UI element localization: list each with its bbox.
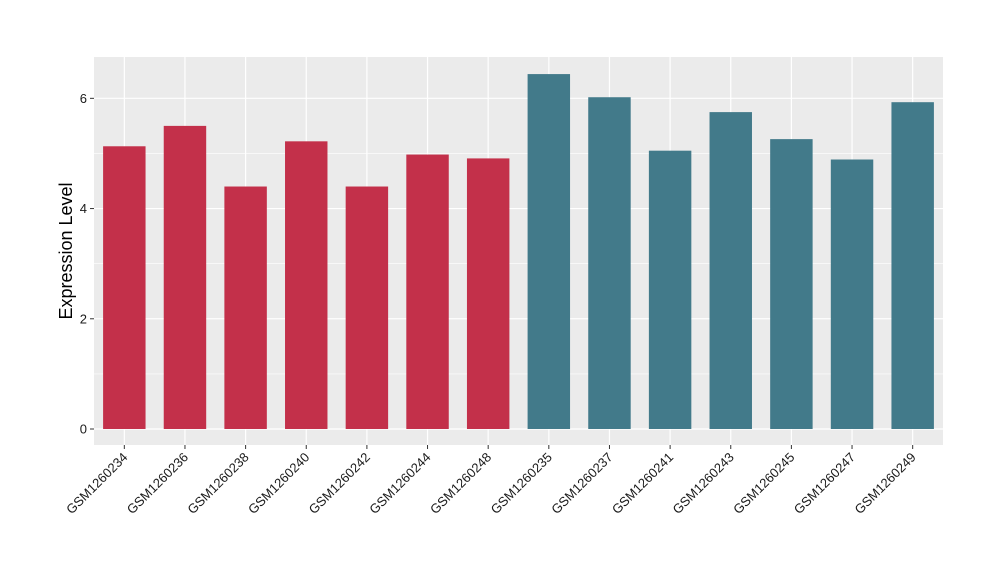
y-axis-title: Expression Level: [56, 182, 76, 319]
x-tick-label: GSM1260237: [548, 450, 615, 517]
bars: [103, 74, 934, 430]
y-tick-label: 4: [80, 201, 87, 216]
y-tick-label: 6: [80, 91, 87, 106]
x-tick-label: GSM1260247: [791, 450, 858, 517]
bar-gsm1260237: [588, 97, 631, 429]
bar-gsm1260241: [648, 150, 692, 429]
bar-gsm1260234: [103, 146, 146, 429]
bar-gsm1260242: [345, 186, 389, 429]
x-tick-label: GSM1260235: [488, 450, 555, 517]
bar-gsm1260236: [163, 125, 207, 429]
x-tick-label: GSM1260234: [63, 450, 130, 517]
bar-gsm1260245: [770, 139, 813, 430]
bar-gsm1260243: [709, 112, 752, 429]
bar-gsm1260249: [891, 102, 934, 430]
x-tick-label: GSM1260236: [124, 450, 191, 517]
x-tick-label: GSM1260238: [184, 450, 251, 517]
plot-panel: [94, 57, 943, 445]
x-tick-label: GSM1260248: [427, 450, 494, 517]
bar-gsm1260248: [466, 158, 510, 429]
y-tick-label: 0: [80, 422, 87, 437]
bar-gsm1260235: [527, 74, 571, 429]
bar-gsm1260240: [285, 141, 328, 429]
y-tick-label: 2: [80, 311, 87, 326]
x-tick-label: GSM1260240: [245, 450, 312, 517]
x-tick-label: GSM1260245: [730, 450, 797, 517]
x-tick-label: GSM1260242: [306, 450, 373, 517]
x-tick-label: GSM1260243: [670, 450, 737, 517]
y-axis: 0 2 4 6: [80, 91, 94, 437]
x-tick-label: GSM1260244: [366, 450, 433, 517]
x-tick-label: GSM1260249: [851, 450, 918, 517]
bar-gsm1260238: [224, 186, 267, 429]
bar-gsm1260244: [406, 154, 449, 429]
x-axis: GSM1260234GSM1260236GSM1260238GSM1260240…: [63, 445, 919, 517]
bar-gsm1260247: [830, 159, 874, 430]
x-tick-label: GSM1260241: [609, 450, 676, 517]
